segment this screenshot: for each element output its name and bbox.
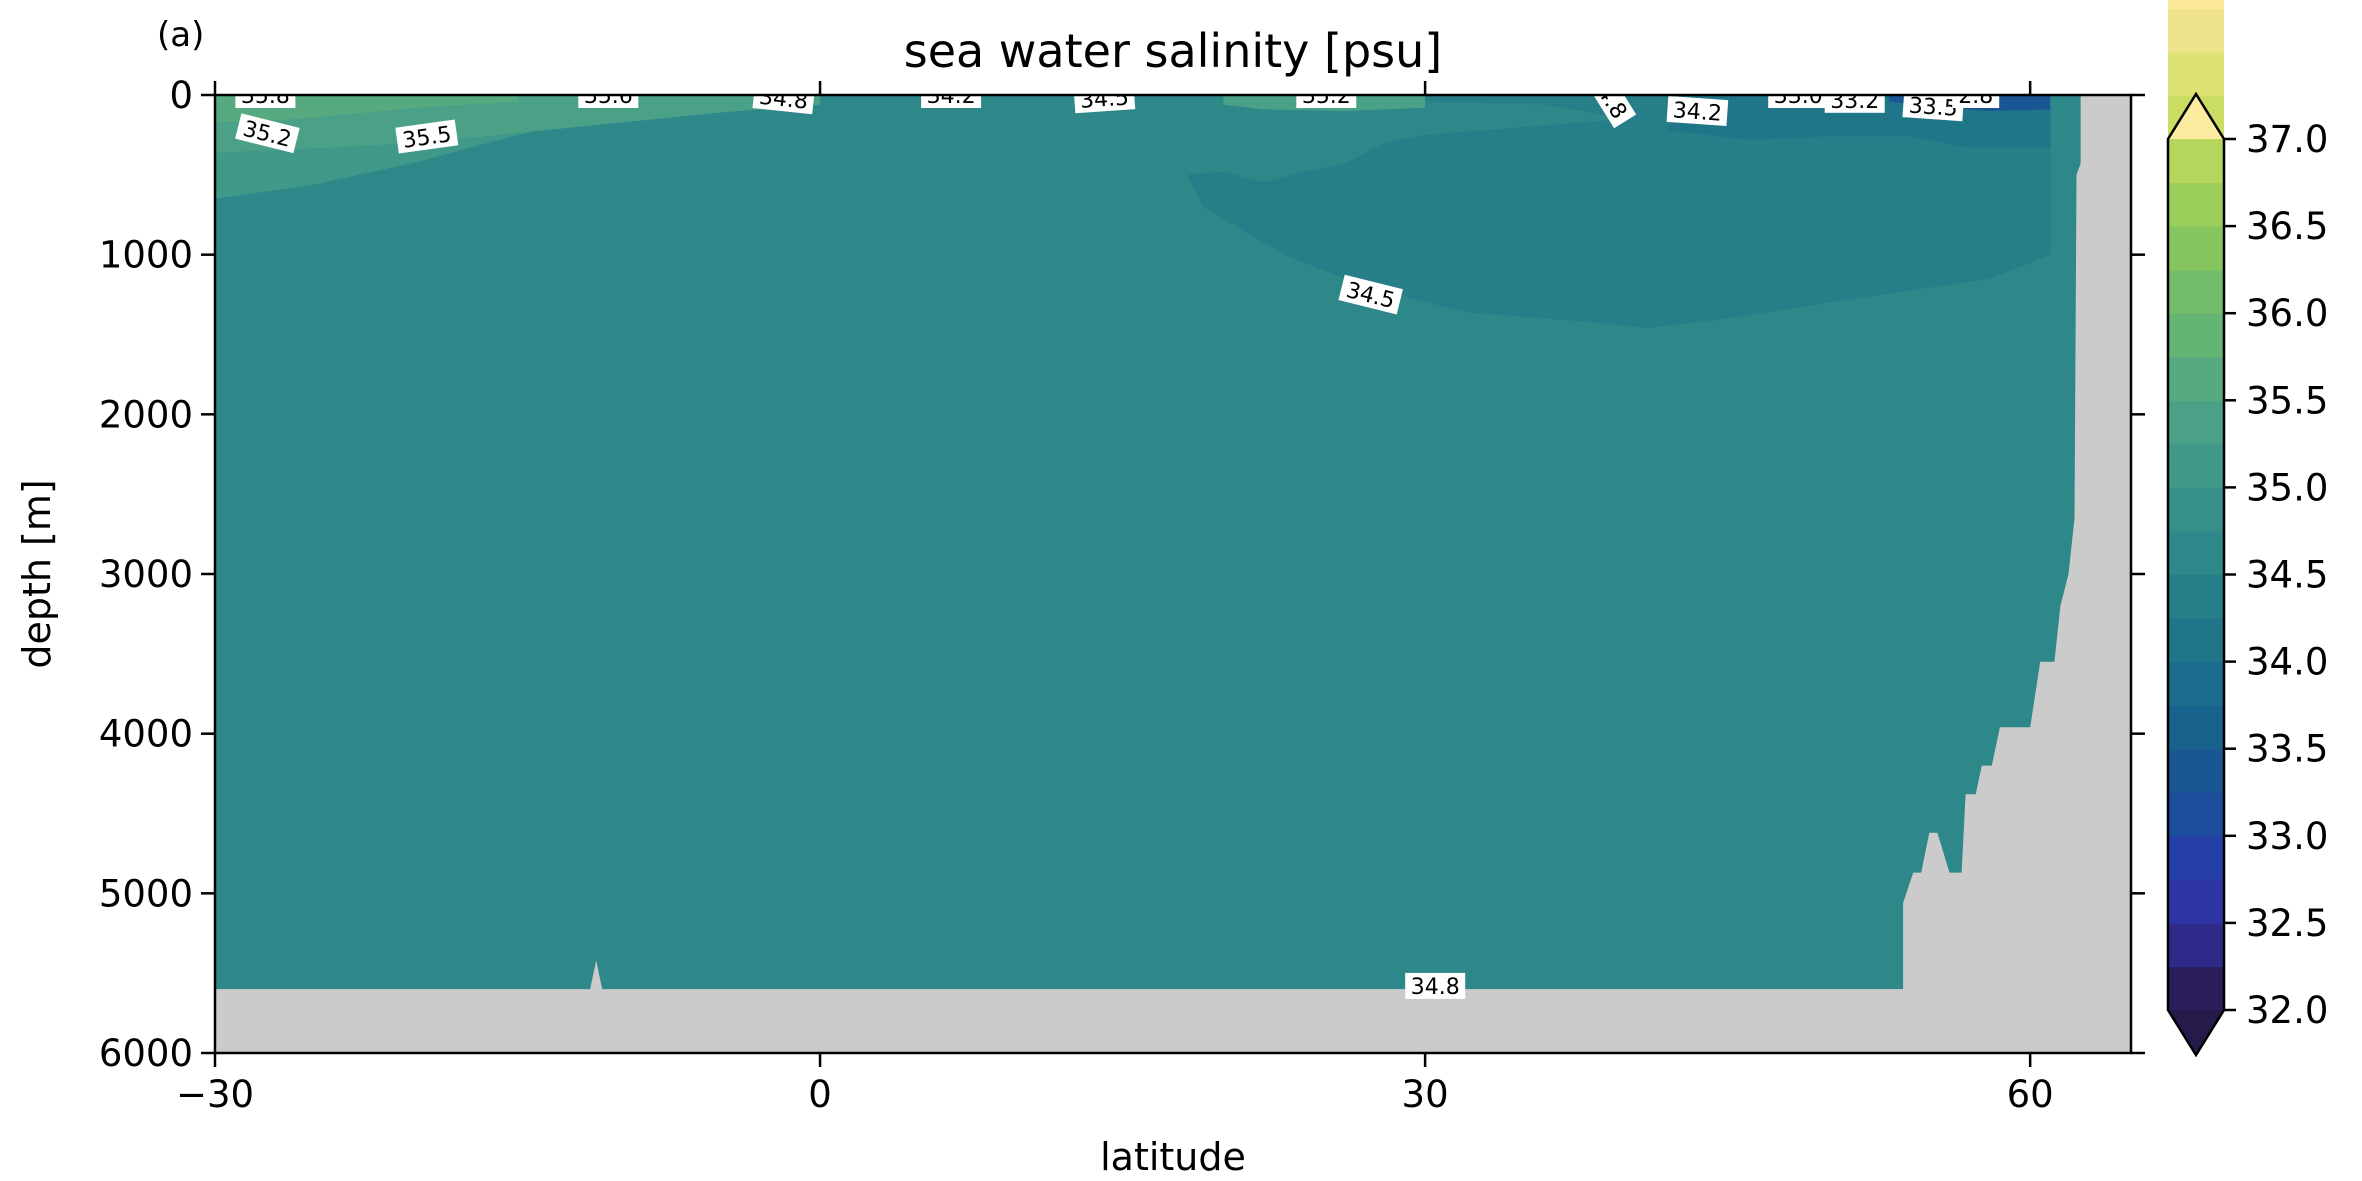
svg-text:34.8: 34.8 — [1411, 975, 1460, 1000]
svg-text:34.5: 34.5 — [1079, 86, 1130, 114]
contour-label: 34.2 — [1666, 95, 1729, 127]
colorbar-swatch — [2168, 922, 2224, 968]
contour-label: 34.8 — [752, 85, 815, 115]
colorbar-tick-label: 32.5 — [2246, 902, 2328, 945]
colorbar-swatch — [2168, 182, 2224, 227]
y-tick-label: 3000 — [99, 553, 193, 596]
colorbar-swatch — [2168, 879, 2224, 924]
colorbar-tick-label: 36.5 — [2246, 205, 2328, 248]
contour-label: 35.2 — [1296, 84, 1357, 109]
y-tick-label: 0 — [169, 74, 193, 117]
colorbar-swatch — [2168, 8, 2224, 53]
contour-label: 33.0 — [1768, 84, 1829, 109]
colorbar-swatch — [2168, 618, 2224, 663]
x-tick-label: 30 — [1402, 1073, 1449, 1116]
colorbar-swatch — [2168, 835, 2224, 880]
contour-label: 33.5 — [1902, 94, 1965, 122]
svg-text:34.2: 34.2 — [927, 84, 976, 109]
svg-text:35.6: 35.6 — [584, 84, 633, 109]
colorbar-tick-label: 37.0 — [2246, 118, 2328, 161]
colorbar-tick-label: 34.0 — [2246, 641, 2328, 684]
svg-text:33.5: 33.5 — [1908, 94, 1959, 122]
colorbar-swatch — [2168, 269, 2224, 314]
contour-label: 35.8 — [235, 84, 296, 109]
x-tick-label: 60 — [2007, 1073, 2054, 1116]
svg-text:2.8: 2.8 — [1958, 84, 1993, 109]
colorbar-extend-max — [2168, 94, 2224, 139]
colorbar-tick-label: 32.0 — [2246, 989, 2328, 1032]
colorbar-swatch — [2168, 574, 2224, 619]
contour-label: 34.5 — [1073, 86, 1136, 114]
colorbar-swatch — [2168, 400, 2224, 445]
colorbar-swatch — [2168, 705, 2224, 750]
colorbar-swatch — [2168, 139, 2224, 184]
colorbar-tick-label: 34.5 — [2246, 554, 2328, 597]
panel-label: (a) — [157, 15, 204, 55]
svg-text:33.2: 33.2 — [1830, 89, 1879, 114]
land-mask — [215, 95, 2131, 1053]
colorbar: 32.0 32.5 33.0 33.5 34.0 34.5 35.0 35.5 36.0 36.5… — [2166, 0, 2328, 1058]
colorbar-swatch — [2168, 487, 2224, 532]
colorbar-swatch — [2168, 0, 2224, 9]
contour-label: 34.8 — [1405, 972, 1466, 1000]
colorbar-swatch — [2168, 313, 2224, 358]
y-tick-label: 4000 — [99, 713, 193, 756]
svg-text:34.8: 34.8 — [758, 85, 809, 115]
colorbar-swatch — [2168, 748, 2224, 793]
x-axis-label: latitude — [1100, 1135, 1246, 1179]
svg-text:34.2: 34.2 — [1672, 98, 1723, 126]
colorbar-swatch — [2168, 661, 2224, 706]
y-tick-label: 2000 — [99, 393, 193, 436]
salinity-band-1 — [1183, 95, 2051, 329]
colorbar-tick-label: 35.5 — [2246, 379, 2328, 422]
y-axis-label: depth [m] — [15, 479, 59, 668]
colorbar-swatch — [2168, 356, 2224, 401]
svg-text:35.2: 35.2 — [1302, 84, 1351, 109]
chart-title: sea water salinity [psu] — [904, 24, 1443, 78]
y-tick-label: 1000 — [99, 234, 193, 277]
colorbar-swatch — [2168, 530, 2224, 576]
y-tick-label: 6000 — [99, 1032, 193, 1075]
colorbar-swatch — [2168, 966, 2224, 1011]
colorbar-tick-label: 33.5 — [2246, 728, 2328, 771]
contour-label: 35.6 — [578, 84, 639, 109]
colorbar-swatch — [2168, 443, 2224, 488]
contour-plot-area: 35.835.2 35.535.6 34.8 34.2 34.5 35.234.534.8… — [215, 84, 2131, 1053]
contour-label: 35.2 — [235, 113, 300, 154]
contour-label: 34.2 — [921, 84, 982, 109]
contour-label: 2.8 — [1952, 84, 2000, 109]
colorbar-extend-min — [2168, 1010, 2224, 1055]
x-tick-label: 0 — [808, 1073, 832, 1116]
colorbar-swatch — [2168, 51, 2224, 97]
axes: −30 0 30 60 0 1000 2000 3000 4000 5000 6000 — [99, 74, 2145, 1116]
contour-label: 33.2 — [1824, 89, 1885, 114]
x-tick-label: −30 — [176, 1073, 254, 1116]
svg-text:33.0: 33.0 — [1774, 84, 1823, 109]
colorbar-tick-label: 33.0 — [2246, 815, 2328, 858]
colorbar-swatch — [2168, 226, 2224, 271]
y-tick-label: 5000 — [99, 872, 193, 915]
colorbar-tick-label: 36.0 — [2246, 292, 2328, 335]
svg-text:35.8: 35.8 — [241, 84, 290, 109]
colorbar-tick-label: 35.0 — [2246, 466, 2328, 509]
colorbar-swatch — [2168, 792, 2224, 837]
